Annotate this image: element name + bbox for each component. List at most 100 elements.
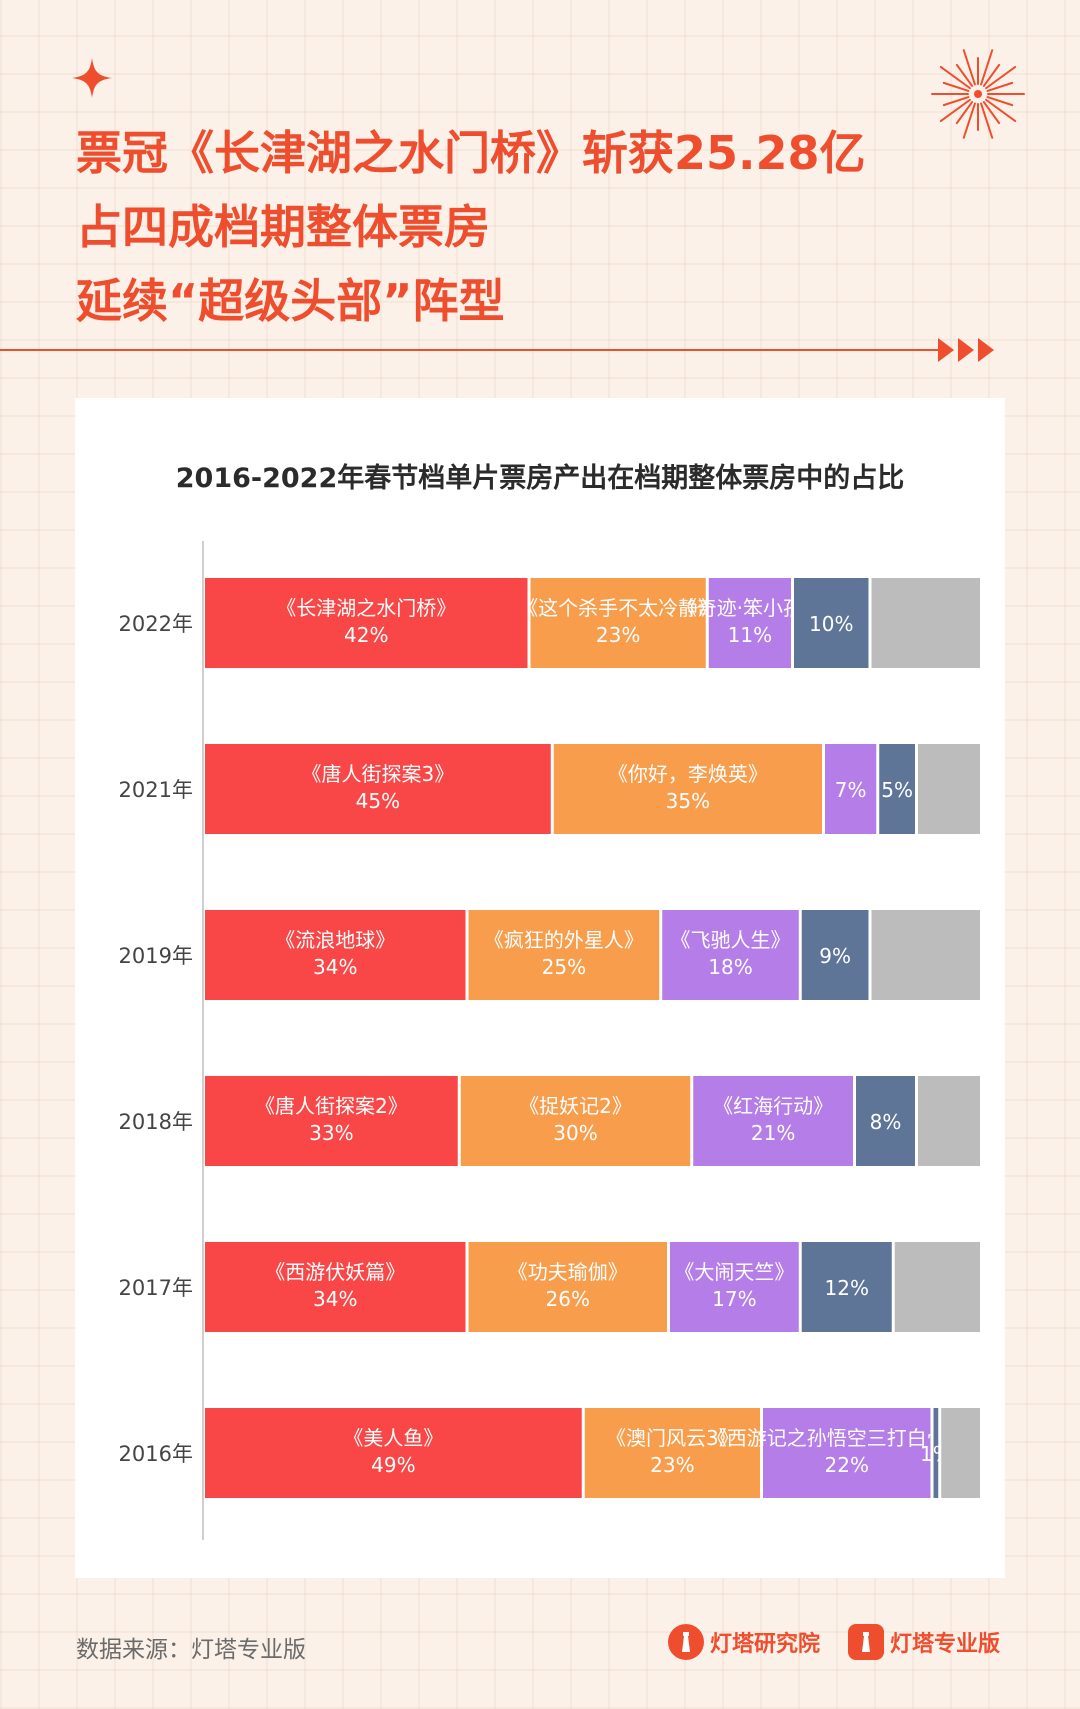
firework-ray <box>955 63 974 87</box>
segment-name-label: 《疯狂的外星人》 <box>484 928 644 952</box>
firework-ray <box>939 98 971 123</box>
firework-ray <box>985 65 1017 90</box>
bar-segment <box>205 910 466 1000</box>
bar-segment <box>763 1408 931 1498</box>
segment-name-label: 《你好，李焕英》 <box>608 762 768 786</box>
headline-line-3: 延续“超级头部”阵型 <box>76 274 505 328</box>
bar-segment <box>918 1076 980 1166</box>
segment-name-label: 《西游伏妖篇》 <box>265 1260 405 1284</box>
segment-value-label: 11% <box>728 623 772 647</box>
y-tick-label: 2022年 <box>119 612 193 636</box>
logo-pro: 灯塔专业版 <box>848 1624 1000 1660</box>
firework-ray <box>982 63 1001 87</box>
y-tick-label: 2019年 <box>119 944 193 968</box>
bar-segment <box>825 744 877 834</box>
firework-ray <box>942 81 970 92</box>
segment-value-label: 26% <box>546 1287 590 1311</box>
firework-icon <box>931 49 1025 139</box>
headline: 票冠《长津湖之水门桥》斩获25.28亿 占四成档期整体票房 延续“超级头部”阵型 <box>76 116 976 338</box>
firework-ray <box>986 96 1014 107</box>
segment-value-label: 12% <box>825 1276 869 1300</box>
bar-segment <box>468 1242 667 1332</box>
bar-segment <box>662 910 799 1000</box>
bar-segment <box>801 1242 892 1332</box>
bar-segment <box>205 578 528 668</box>
bar-segment <box>794 578 869 668</box>
segment-value-label: 23% <box>596 623 640 647</box>
segment-name-label: 《长津湖之水门桥》 <box>276 596 456 620</box>
headline-line-1: 票冠《长津湖之水门桥》斩获25.28亿 <box>76 126 866 180</box>
data-source: 数据来源：灯塔专业版 <box>76 1637 306 1663</box>
firework-ray <box>962 49 976 86</box>
firework-ray <box>955 101 974 125</box>
bar-segment <box>693 1076 853 1166</box>
segment-name-label: 《西游记之孙悟空三打白骨精》 <box>707 1426 987 1450</box>
segment-value-label: 8% <box>870 1110 902 1134</box>
logo-research-text: 灯塔研究院 <box>710 1632 821 1657</box>
lighthouse-app-icon <box>848 1624 884 1660</box>
segment-value-label: 34% <box>313 955 357 979</box>
bar-segment <box>530 578 706 668</box>
triple-arrow-icon <box>938 338 994 362</box>
bar-segment <box>708 578 791 668</box>
segment-value-label: 45% <box>356 789 400 813</box>
firework-ray <box>962 102 976 139</box>
bar-segment <box>801 910 869 1000</box>
firework-ray <box>942 96 970 107</box>
headline-line-2: 占四成档期整体票房 <box>76 200 490 254</box>
y-tick-label: 2021年 <box>119 778 193 802</box>
segment-name-label: 《大闹天竺》 <box>674 1260 794 1284</box>
divider-line <box>0 349 940 351</box>
lighthouse-logo-icon <box>668 1624 704 1660</box>
segment-name-label: 《唐人街探案2》 <box>255 1094 408 1118</box>
logo-pro-text: 灯塔专业版 <box>890 1632 1001 1657</box>
bar-segment <box>918 744 980 834</box>
chart-title: 2016-2022年春节档单片票房产出在档期整体票房中的占比 <box>175 463 905 494</box>
segment-value-label: 22% <box>825 1453 869 1477</box>
segment-value-label: 34% <box>313 1287 357 1311</box>
y-tick-label: 2018年 <box>119 1110 193 1134</box>
segment-name-label: 《唐人街探案3》 <box>302 762 455 786</box>
segment-name-label: 《飞驰人生》 <box>671 928 791 952</box>
firework-ray <box>980 102 994 139</box>
segment-name-label: 《美人鱼》 <box>343 1426 443 1450</box>
firework-ray <box>982 101 1001 125</box>
segment-name-label: 《澳门风云3》 <box>606 1426 739 1450</box>
stacked-bar-chart: 2022年《长津湖之水门桥》42%《这个杀手不太冷静》23%《奇迹·笨小孩》11… <box>119 541 987 1540</box>
chart-card: 2016-2022年春节档单片票房产出在档期整体票房中的占比 2022年 《长津湖… <box>75 398 1005 1578</box>
firework-ray <box>986 81 1014 92</box>
bar-segment <box>879 744 915 834</box>
segment-value-label: 25% <box>542 955 586 979</box>
bar-segment <box>933 1408 939 1498</box>
segment-value-label: 23% <box>650 1453 694 1477</box>
segment-name-label: 《捉妖记2》 <box>519 1094 632 1118</box>
segment-value-label: 5% <box>881 778 913 802</box>
segment-name-label: 《功夫瑜伽》 <box>508 1260 628 1284</box>
firework-ray <box>985 98 1017 123</box>
bar-segment <box>941 1408 980 1498</box>
bar-segment <box>205 744 551 834</box>
bar-segment <box>468 910 660 1000</box>
bar-segment <box>205 1242 466 1332</box>
bar-segment <box>460 1076 691 1166</box>
segment-value-label: 10% <box>809 612 853 636</box>
segment-value-label: 30% <box>553 1121 597 1145</box>
segment-value-label: 21% <box>751 1121 795 1145</box>
segment-value-label: 42% <box>344 623 388 647</box>
segment-name-label: 《这个杀手不太冷静》 <box>518 596 718 620</box>
y-tick-label: 2017年 <box>119 1276 193 1300</box>
segment-value-label: 33% <box>309 1121 353 1145</box>
segment-value-label: 35% <box>666 789 710 813</box>
bar-segment <box>856 1076 915 1166</box>
bar-segment <box>584 1408 760 1498</box>
firework-ray <box>980 49 994 86</box>
logo-research: 灯塔研究院 <box>668 1624 820 1660</box>
bar-segment <box>205 1408 582 1498</box>
bar-segment <box>553 744 822 834</box>
segment-name-label: 《流浪地球》 <box>275 928 395 952</box>
firework-ray <box>939 65 971 90</box>
bar-segment <box>871 578 980 668</box>
bar-segment <box>670 1242 799 1332</box>
segment-value-label: 49% <box>371 1453 415 1477</box>
segment-value-label: 18% <box>708 955 752 979</box>
